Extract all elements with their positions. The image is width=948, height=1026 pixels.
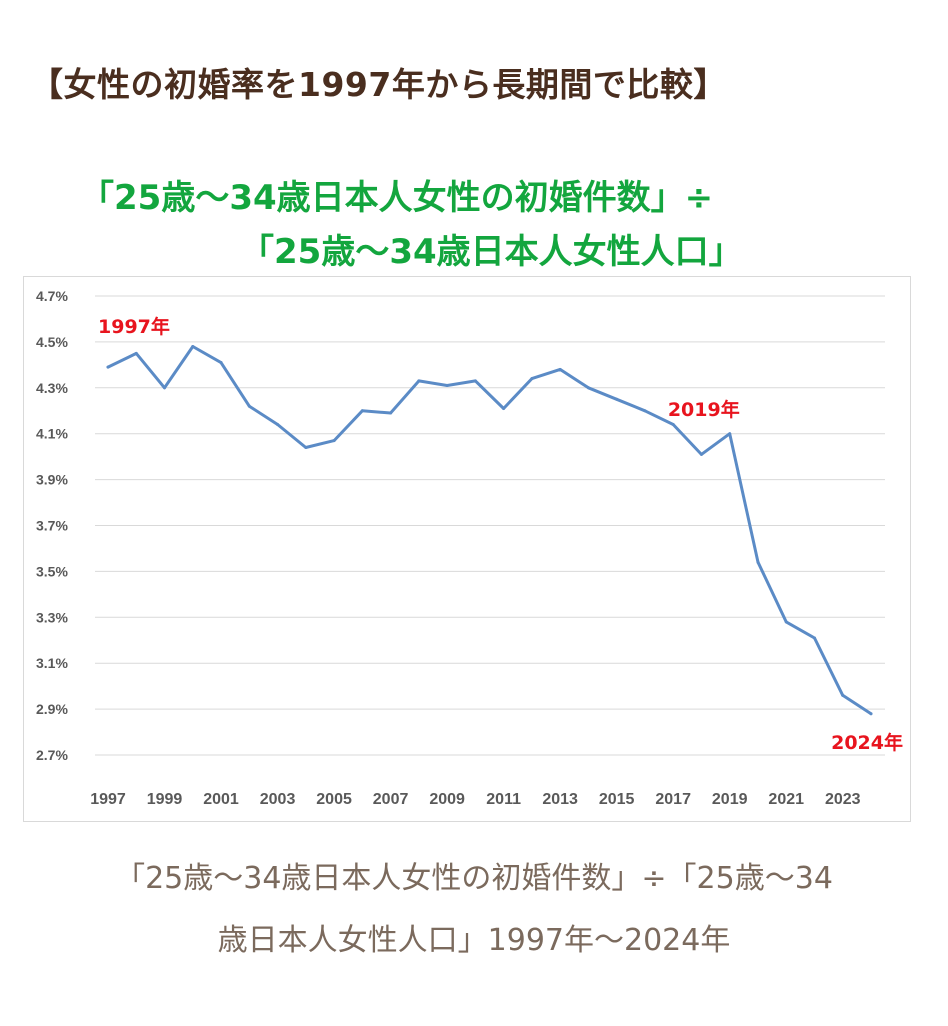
data-point xyxy=(417,379,421,383)
data-point xyxy=(247,404,251,408)
x-axis-ticks: 1997 1999 2001 2003 2005 2007 2009 2011 2013 2015… xyxy=(90,791,860,808)
x-tick-label: 2007 xyxy=(373,791,409,808)
y-tick-label: 4.3% xyxy=(36,380,68,396)
data-point xyxy=(784,620,788,624)
annotation-label: 2019年 xyxy=(668,398,740,421)
y-axis-ticks: 4.7% 4.5% 4.3% 4.1% 3.9% 3.7% 3.5% 3.3% 3.1% 2.9%… xyxy=(36,288,68,763)
data-point xyxy=(360,409,364,413)
x-tick-label: 2001 xyxy=(203,791,239,808)
annotation-label: 1997年 xyxy=(98,315,170,338)
data-point xyxy=(728,432,732,436)
y-tick-label: 2.7% xyxy=(36,747,68,763)
y-tick-label: 3.1% xyxy=(36,655,68,671)
data-point xyxy=(163,386,167,390)
x-tick-label: 2019 xyxy=(712,791,748,808)
chart-title-line-2: 「25歳〜34歳日本人女性人口」 xyxy=(240,232,743,272)
data-point xyxy=(756,560,760,564)
x-tick-label: 1997 xyxy=(90,791,126,808)
data-point xyxy=(276,423,280,427)
x-tick-label: 2005 xyxy=(316,791,352,808)
data-point xyxy=(445,384,449,388)
data-point xyxy=(558,367,562,371)
x-tick-label: 2009 xyxy=(429,791,465,808)
chart-title-line-1: 「25歳〜34歳日本人女性の初婚件数」÷ xyxy=(80,178,714,218)
series-line xyxy=(106,345,873,716)
data-point xyxy=(643,409,647,413)
y-tick-label: 4.5% xyxy=(36,334,68,350)
data-point xyxy=(106,365,110,369)
data-point xyxy=(134,351,138,355)
data-point xyxy=(332,439,336,443)
annotation-label: 2024年 xyxy=(831,731,903,754)
y-tick-label: 2.9% xyxy=(36,701,68,717)
figure-caption: 「25歳〜34歳日本人女性の初婚件数」÷「25歳〜34 歳日本人女性人口」199… xyxy=(0,848,948,972)
x-tick-label: 1999 xyxy=(147,791,183,808)
data-point xyxy=(841,693,845,697)
x-tick-label: 2021 xyxy=(768,791,804,808)
x-tick-label: 2017 xyxy=(655,791,691,808)
data-point xyxy=(699,452,703,456)
y-tick-label: 4.7% xyxy=(36,288,68,304)
data-point xyxy=(219,361,223,365)
data-point xyxy=(473,379,477,383)
x-tick-label: 2003 xyxy=(260,791,296,808)
data-point xyxy=(586,386,590,390)
data-point xyxy=(615,397,619,401)
caption-line-1: 「25歳〜34歳日本人女性の初婚件数」÷「25歳〜34 xyxy=(115,861,833,896)
chart-frame xyxy=(23,276,911,822)
x-tick-label: 2015 xyxy=(599,791,635,808)
data-point xyxy=(869,712,873,716)
data-point xyxy=(530,377,534,381)
y-tick-label: 4.1% xyxy=(36,426,68,442)
y-tick-label: 3.5% xyxy=(36,563,68,579)
y-tick-label: 3.9% xyxy=(36,472,68,488)
y-tick-label: 3.7% xyxy=(36,518,68,534)
x-tick-label: 2013 xyxy=(542,791,578,808)
data-point xyxy=(671,423,675,427)
data-point xyxy=(389,411,393,415)
gridlines xyxy=(95,295,885,756)
x-tick-label: 2023 xyxy=(825,791,861,808)
annotations: 1997年 2019年 2024年 xyxy=(98,315,903,754)
series-layer xyxy=(106,344,873,716)
page-heading: 【女性の初婚率を1997年から長期間で比較】 xyxy=(30,65,727,104)
data-point xyxy=(812,636,816,640)
data-point xyxy=(304,445,308,449)
caption-line-2: 歳日本人女性人口」1997年〜2024年 xyxy=(217,923,731,958)
x-tick-label: 2011 xyxy=(486,791,521,808)
data-point xyxy=(191,344,195,348)
data-point xyxy=(502,406,506,410)
y-tick-label: 3.3% xyxy=(36,609,68,625)
